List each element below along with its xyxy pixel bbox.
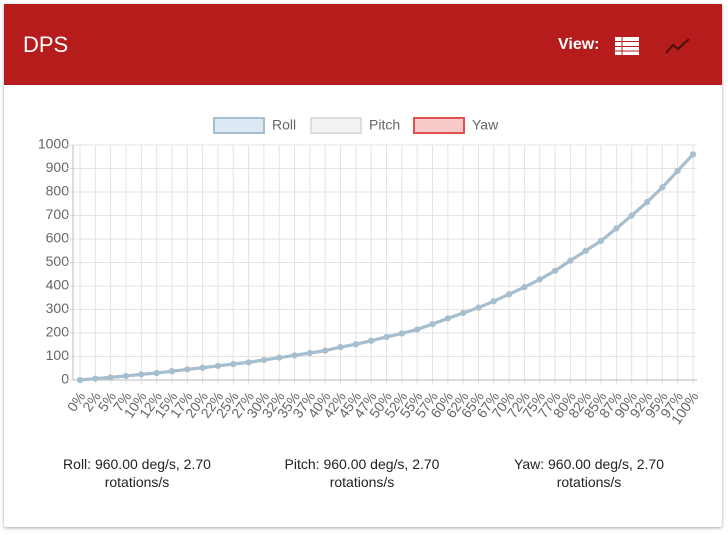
data-point bbox=[199, 364, 206, 371]
data-point bbox=[521, 284, 528, 291]
data-point bbox=[230, 361, 237, 368]
data-point bbox=[276, 354, 283, 361]
data-point bbox=[552, 267, 559, 274]
legend-swatch bbox=[310, 117, 362, 134]
data-point bbox=[536, 276, 543, 283]
data-point bbox=[291, 352, 298, 359]
data-point bbox=[414, 326, 421, 333]
yaw-summary: Yaw: 960.00 deg/s, 2.70 rotations/s bbox=[514, 456, 664, 490]
data-point bbox=[77, 377, 83, 383]
view-label: View: bbox=[558, 36, 600, 53]
data-point bbox=[613, 225, 620, 232]
data-point bbox=[567, 257, 574, 264]
data-point bbox=[184, 366, 191, 373]
chart-view-icon[interactable] bbox=[665, 37, 691, 55]
data-point bbox=[168, 368, 175, 375]
data-point bbox=[628, 212, 635, 219]
data-point bbox=[659, 184, 666, 191]
data-point bbox=[214, 362, 221, 369]
legend-label: Pitch bbox=[369, 117, 400, 133]
data-point bbox=[92, 375, 99, 382]
legend-swatch bbox=[413, 117, 465, 134]
data-point bbox=[444, 315, 451, 322]
data-point bbox=[122, 373, 129, 380]
legend-label: Yaw bbox=[472, 117, 499, 133]
data-point bbox=[460, 310, 467, 317]
card: DPS View: bbox=[4, 4, 722, 527]
data-point bbox=[475, 304, 482, 311]
data-point bbox=[674, 167, 681, 174]
roll-summary: Roll: 960.00 deg/s, 2.70 rotations/s bbox=[63, 456, 211, 490]
data-point bbox=[582, 247, 589, 254]
data-point bbox=[506, 291, 513, 298]
data-point bbox=[138, 371, 145, 378]
data-point bbox=[429, 321, 436, 328]
y-tick-label: 300 bbox=[46, 300, 70, 316]
data-point bbox=[107, 374, 114, 381]
header: DPS View: bbox=[4, 4, 722, 85]
y-tick-label: 800 bbox=[46, 183, 70, 199]
legend-swatch bbox=[213, 117, 265, 134]
y-tick-label: 700 bbox=[46, 206, 70, 222]
data-point bbox=[337, 344, 344, 351]
data-point bbox=[368, 337, 375, 344]
y-tick-label: 200 bbox=[46, 324, 70, 340]
legend-label: Roll bbox=[272, 117, 296, 133]
y-tick-label: 600 bbox=[46, 230, 70, 246]
table-view-icon[interactable] bbox=[615, 37, 639, 55]
data-point bbox=[383, 333, 390, 340]
card-title: DPS bbox=[23, 32, 69, 57]
y-tick-label: 0 bbox=[61, 371, 69, 387]
y-tick-label: 400 bbox=[46, 277, 70, 293]
y-tick-label: 1000 bbox=[38, 136, 69, 152]
pitch-summary: Pitch: 960.00 deg/s, 2.70 rotations/s bbox=[284, 456, 440, 490]
data-point bbox=[398, 330, 405, 337]
data-point bbox=[322, 347, 329, 354]
data-point bbox=[598, 237, 605, 244]
data-point bbox=[490, 298, 497, 305]
data-point bbox=[260, 357, 267, 364]
data-point bbox=[644, 199, 651, 206]
y-tick-label: 100 bbox=[46, 347, 70, 363]
data-point bbox=[245, 359, 252, 366]
y-tick-label: 900 bbox=[46, 159, 70, 175]
data-point bbox=[153, 369, 160, 376]
data-point bbox=[352, 341, 359, 348]
y-tick-label: 500 bbox=[46, 253, 70, 269]
data-point bbox=[306, 349, 313, 356]
data-point bbox=[690, 151, 696, 158]
